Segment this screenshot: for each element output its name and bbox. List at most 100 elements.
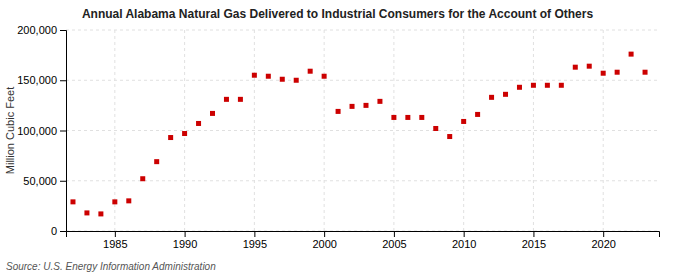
- x-grid-line: [184, 30, 185, 231]
- x-tick: 2000: [312, 231, 336, 250]
- x-tick: 1985: [103, 231, 127, 250]
- point: [252, 73, 257, 78]
- y-tick: 150,000: [17, 74, 66, 86]
- x-tick: 1995: [243, 231, 267, 250]
- x-tick-mark: [603, 231, 604, 237]
- y-tick: 0: [51, 225, 66, 237]
- x-tick-label: 1990: [173, 238, 197, 250]
- x-grid-line: [254, 30, 255, 231]
- y-tick-mark: [60, 181, 66, 182]
- point: [531, 83, 536, 88]
- x-grid-line: [324, 30, 325, 231]
- point: [461, 119, 466, 124]
- title: Annual Alabama Natural Gas Delivered to …: [82, 7, 594, 21]
- point: [322, 74, 327, 79]
- y-axis: 0 50,000 100,000 150,000 200,000: [17, 24, 66, 237]
- point: [643, 70, 648, 75]
- point: [545, 83, 550, 88]
- y-grid-line: [66, 180, 659, 181]
- x-tick-mark: [254, 231, 255, 237]
- point: [475, 112, 480, 117]
- x-tick-label: 2020: [591, 238, 615, 250]
- x-tick-mark: [115, 231, 116, 237]
- x-grid-line: [533, 30, 534, 231]
- point: [154, 159, 159, 164]
- point: [224, 97, 229, 102]
- point: [294, 78, 299, 83]
- point: [168, 135, 173, 140]
- point: [363, 103, 368, 108]
- y-tick-mark: [60, 30, 66, 31]
- x-grid-line: [463, 30, 464, 231]
- point: [601, 71, 606, 76]
- x-tick-label: 2010: [452, 238, 476, 250]
- y-grid-line: [66, 80, 659, 81]
- x-tick-mark: [185, 231, 186, 237]
- plot-area: 1985 1990 1995 2000 2005 2010 2015 2020 0 50,000 1…: [17, 24, 659, 250]
- points: [70, 52, 647, 217]
- point: [280, 77, 285, 82]
- x-tick-label: 2000: [312, 238, 336, 250]
- point: [391, 115, 396, 120]
- point: [238, 97, 243, 102]
- point: [419, 115, 424, 120]
- point: [559, 83, 564, 88]
- x-tick-mark: [324, 231, 325, 237]
- x-tick-label: 1995: [243, 238, 267, 250]
- point: [98, 211, 103, 216]
- point: [140, 176, 145, 181]
- y-tick: 200,000: [17, 24, 66, 36]
- point: [182, 131, 187, 136]
- point: [503, 92, 508, 97]
- point: [433, 126, 438, 131]
- point: [210, 111, 215, 116]
- y-grid-line: [66, 30, 659, 31]
- y-tick: 50,000: [23, 175, 66, 187]
- x-tick: 2005: [382, 231, 406, 250]
- y-tick-mark: [60, 131, 66, 132]
- x-tick-label: 2015: [522, 238, 546, 250]
- point: [489, 95, 494, 100]
- y-axis-line: [60, 31, 67, 232]
- grid: [66, 30, 659, 231]
- point: [615, 70, 620, 75]
- x-axis: 1985 1990 1995 2000 2005 2010 2015 2020: [67, 231, 660, 250]
- x-tick: 2015: [522, 231, 546, 250]
- x-grid-line: [393, 30, 394, 231]
- point: [70, 199, 75, 204]
- chart-container: 1985 1990 1995 2000 2005 2010 2015 2020 0 50,000 1…: [0, 0, 675, 275]
- y-axis-title: Million Cubic Feet: [4, 87, 16, 174]
- point: [573, 65, 578, 70]
- x-grid-line: [603, 30, 604, 231]
- y-grid-line: [66, 130, 659, 131]
- point: [587, 64, 592, 69]
- point: [405, 115, 410, 120]
- x-axis-line: [67, 232, 660, 238]
- x-tick-mark: [394, 231, 395, 237]
- x-tick-mark: [464, 231, 465, 237]
- x-tick: 2020: [591, 231, 615, 250]
- x-tick: 2010: [452, 231, 476, 250]
- point: [377, 99, 382, 104]
- point: [266, 74, 271, 79]
- point: [336, 109, 341, 114]
- point: [517, 85, 522, 90]
- x-tick-label: 2005: [382, 238, 406, 250]
- y-tick-label: 100,000: [17, 125, 57, 137]
- point: [350, 104, 355, 109]
- point: [126, 198, 131, 203]
- y-tick-mark: [60, 231, 66, 232]
- y-tick-label: 150,000: [17, 74, 57, 86]
- chart-svg: 1985 1990 1995 2000 2005 2010 2015 2020 0 50,000 1…: [0, 0, 675, 275]
- point: [196, 121, 201, 126]
- point: [447, 134, 452, 139]
- y-tick-label: 200,000: [17, 24, 57, 36]
- x-tick-mark: [533, 231, 534, 237]
- y-tick-mark: [60, 80, 66, 81]
- source: Source: U.S. Energy Information Administ…: [6, 261, 216, 272]
- point: [308, 69, 313, 74]
- y-tick-label: 0: [51, 225, 57, 237]
- y-tick: 100,000: [17, 125, 66, 137]
- point: [112, 199, 117, 204]
- x-tick-label: 1985: [103, 238, 127, 250]
